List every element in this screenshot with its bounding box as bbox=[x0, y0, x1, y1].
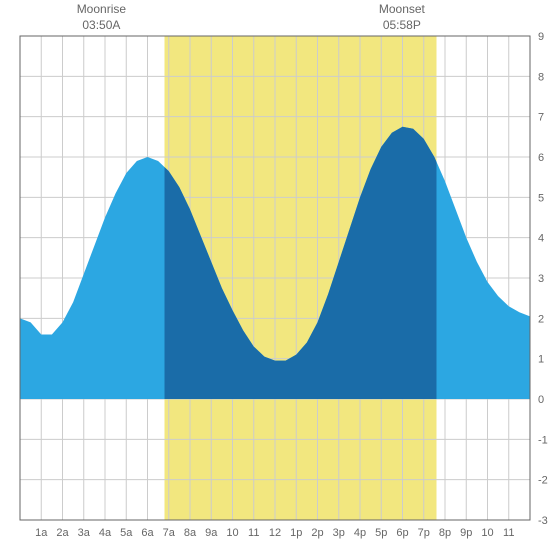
x-tick-label: 9a bbox=[205, 527, 218, 539]
y-tick-label: 7 bbox=[538, 112, 544, 124]
x-tick-label: 3p bbox=[333, 527, 345, 539]
y-tick-label: 3 bbox=[538, 273, 544, 285]
x-tick-label: 8p bbox=[439, 527, 451, 539]
x-tick-label: 7p bbox=[418, 527, 430, 539]
y-tick-label: 4 bbox=[538, 233, 544, 245]
x-tick-label: 2a bbox=[56, 527, 69, 539]
tide-chart: Moonrise 03:50A Moonset 05:58P -3-2-1012… bbox=[0, 0, 550, 550]
moonset-title: Moonset bbox=[362, 2, 442, 18]
y-tick-label: 8 bbox=[538, 71, 544, 83]
x-tick-label: 12 bbox=[269, 527, 281, 539]
x-tick-label: 6p bbox=[396, 527, 408, 539]
y-tick-label: 5 bbox=[538, 192, 544, 204]
y-tick-label: 0 bbox=[538, 394, 544, 406]
y-tick-label: 6 bbox=[538, 152, 544, 164]
x-tick-label: 2p bbox=[311, 527, 323, 539]
y-tick-label: 9 bbox=[538, 31, 544, 43]
x-tick-label: 1a bbox=[35, 527, 48, 539]
x-tick-label: 11 bbox=[248, 527, 259, 539]
x-tick-label: 7a bbox=[163, 527, 176, 539]
y-tick-label: 1 bbox=[538, 354, 544, 366]
y-tick-label: -3 bbox=[538, 515, 548, 527]
x-tick-label: 9p bbox=[460, 527, 472, 539]
y-tick-label: -1 bbox=[538, 434, 548, 446]
x-tick-label: 5p bbox=[375, 527, 387, 539]
moonset-label: Moonset 05:58P bbox=[362, 2, 442, 33]
y-tick-label: -2 bbox=[538, 475, 548, 487]
moonrise-time: 03:50A bbox=[61, 18, 141, 34]
x-tick-label: 4a bbox=[99, 527, 112, 539]
x-tick-label: 5a bbox=[120, 527, 133, 539]
moonset-time: 05:58P bbox=[362, 18, 442, 34]
x-tick-label: 1p bbox=[290, 527, 302, 539]
x-tick-label: 6a bbox=[141, 527, 154, 539]
x-tick-label: 10 bbox=[481, 527, 493, 539]
y-tick-label: 2 bbox=[538, 313, 544, 325]
tide-chart-svg: -3-2-101234567891a2a3a4a5a6a7a8a9a101112… bbox=[0, 0, 550, 550]
moonrise-label: Moonrise 03:50A bbox=[61, 2, 141, 33]
x-tick-label: 4p bbox=[354, 527, 366, 539]
moonrise-title: Moonrise bbox=[61, 2, 141, 18]
x-tick-label: 8a bbox=[184, 527, 197, 539]
x-tick-label: 10 bbox=[226, 527, 238, 539]
x-tick-label: 3a bbox=[78, 527, 91, 539]
x-tick-label: 11 bbox=[503, 527, 514, 539]
